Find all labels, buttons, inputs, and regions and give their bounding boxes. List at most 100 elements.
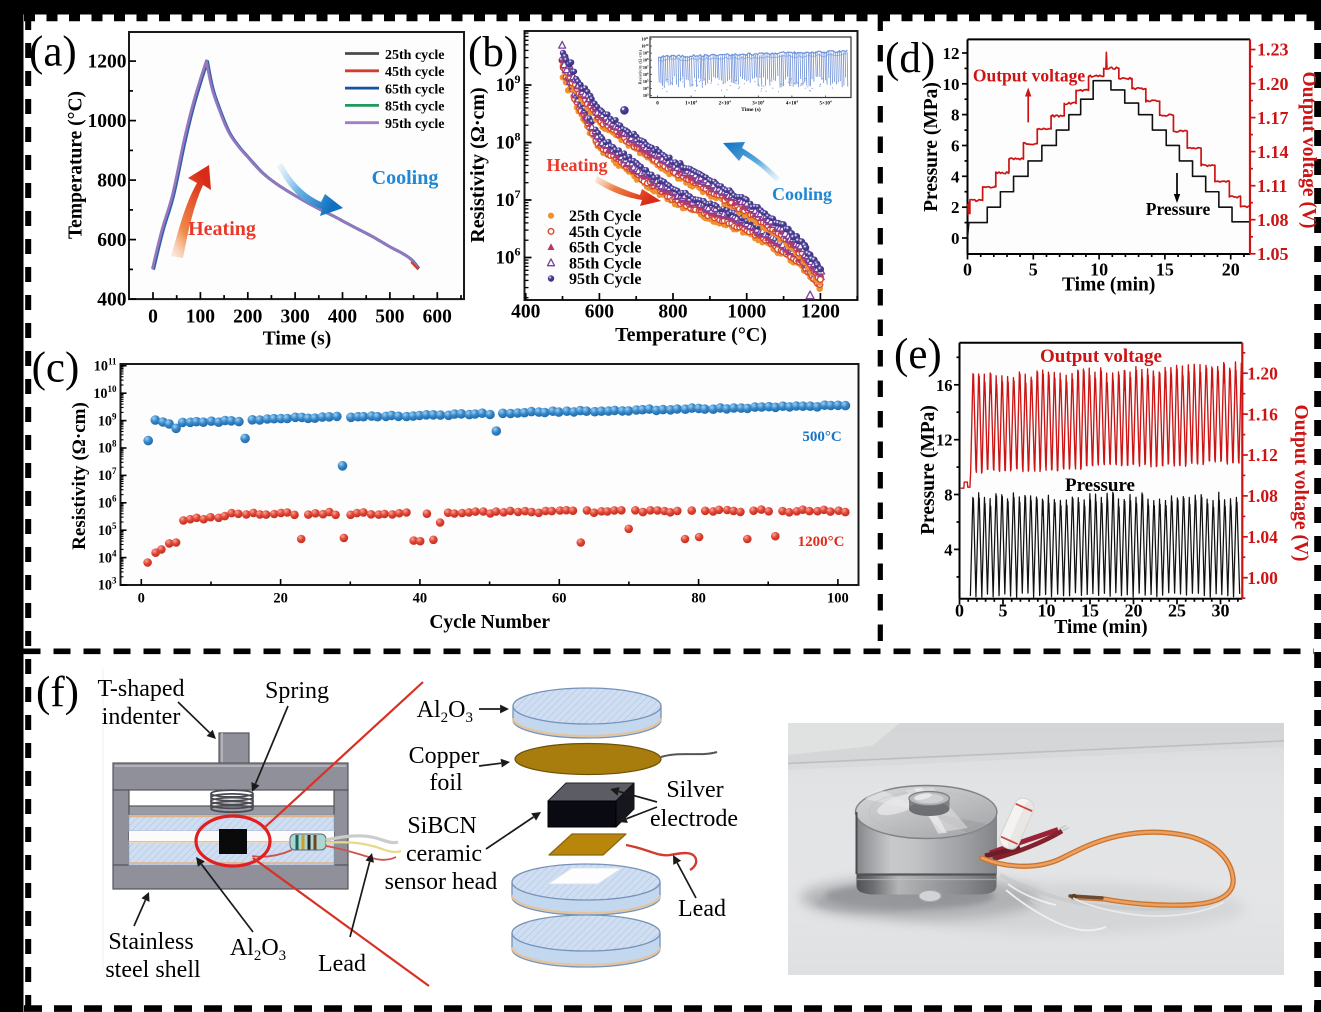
svg-text:1010: 1010 [641,43,649,49]
svg-text:1.12: 1.12 [1247,445,1278,465]
svg-text:800: 800 [658,302,687,323]
svg-text:5: 5 [999,601,1008,621]
svg-text:85th Cycle: 85th Cycle [569,255,641,272]
svg-text:1011: 1011 [641,36,649,42]
svg-text:1.08: 1.08 [1247,486,1278,506]
svg-text:12: 12 [943,44,960,63]
svg-text:1×104: 1×104 [685,100,697,107]
svg-text:10: 10 [1038,601,1056,621]
svg-text:Pressure: Pressure [1065,475,1135,496]
svg-text:Output voltage (V): Output voltage (V) [1290,404,1311,561]
svg-text:Lead: Lead [678,896,726,922]
svg-text:200: 200 [233,307,262,328]
svg-text:600: 600 [585,302,614,323]
svg-text:4: 4 [951,167,960,186]
svg-text:Heating: Heating [547,155,608,175]
svg-text:2: 2 [951,198,960,217]
svg-text:25th Cycle: 25th Cycle [569,208,641,225]
svg-text:800: 800 [97,171,126,192]
svg-text:25: 25 [1168,601,1186,621]
svg-text:2×104: 2×104 [719,100,731,107]
svg-text:Temperature (°C): Temperature (°C) [66,91,87,239]
svg-text:Time (s): Time (s) [263,329,331,350]
svg-text:65th Cycle: 65th Cycle [569,240,641,257]
svg-text:Time (min): Time (min) [1062,275,1155,296]
svg-text:100: 100 [186,307,215,328]
svg-text:(c): (c) [32,345,80,392]
svg-text:Heating: Heating [188,218,256,240]
svg-text:Resistivity (Ω·cm): Resistivity (Ω·cm) [69,402,90,550]
svg-text:indenter: indenter [102,704,181,730]
svg-text:Resistivity (Ω·cm): Resistivity (Ω·cm) [637,50,642,85]
svg-text:T-shaped: T-shaped [97,676,184,702]
svg-text:106: 106 [643,71,649,77]
svg-text:steel shell: steel shell [105,957,201,983]
svg-text:Time (s): Time (s) [741,106,761,113]
svg-text:400: 400 [328,307,357,328]
svg-text:10: 10 [943,75,960,94]
svg-text:0: 0 [148,307,158,328]
svg-text:Resistivity (Ω·cm): Resistivity (Ω·cm) [467,87,489,242]
svg-text:Spring: Spring [265,678,329,704]
svg-text:1.23: 1.23 [1257,40,1289,60]
svg-text:ceramic: ceramic [406,841,482,867]
svg-text:1.20: 1.20 [1247,363,1278,383]
svg-text:1.16: 1.16 [1247,404,1278,424]
svg-text:electrode: electrode [650,806,738,832]
svg-text:65th cycle: 65th cycle [385,82,444,97]
svg-text:Cooling: Cooling [372,167,439,189]
svg-text:16: 16 [936,376,953,395]
svg-text:(e): (e) [894,331,942,378]
svg-text:3×104: 3×104 [752,100,764,107]
svg-text:1.08: 1.08 [1257,210,1289,230]
svg-text:(b): (b) [468,29,518,76]
svg-text:1200: 1200 [88,52,127,73]
svg-text:10: 10 [1090,259,1108,279]
svg-text:Output voltage: Output voltage [1040,346,1162,367]
svg-text:0: 0 [138,591,145,607]
svg-text:300: 300 [280,307,309,328]
svg-text:105: 105 [643,78,649,84]
svg-text:1200: 1200 [801,302,840,323]
svg-text:25th cycle: 25th cycle [385,48,444,63]
svg-text:40: 40 [413,591,428,607]
svg-text:500: 500 [375,307,404,328]
svg-text:85th cycle: 85th cycle [385,100,444,115]
svg-text:20: 20 [273,591,288,607]
svg-text:0: 0 [656,102,659,107]
svg-text:5×104: 5×104 [819,100,831,107]
svg-text:Pressure (MPa): Pressure (MPa) [918,405,939,535]
svg-text:Temperature (°C): Temperature (°C) [615,324,767,346]
svg-text:8: 8 [944,486,952,505]
svg-text:Stainless: Stainless [108,929,193,955]
svg-text:4: 4 [944,540,952,559]
svg-text:1200°C: 1200°C [798,534,845,550]
svg-text:1.14: 1.14 [1257,142,1289,162]
svg-text:109: 109 [643,50,649,56]
svg-text:104: 104 [643,85,649,91]
svg-text:1.20: 1.20 [1257,74,1289,94]
svg-text:0: 0 [951,229,960,248]
svg-text:Cooling: Cooling [772,184,832,204]
svg-text:Pressure: Pressure [1146,199,1211,219]
svg-text:(d): (d) [885,35,935,82]
svg-text:6: 6 [951,137,960,156]
svg-text:(f): (f) [36,669,79,716]
svg-text:103: 103 [643,93,649,99]
svg-text:sensor head: sensor head [385,869,498,895]
svg-text:20: 20 [1222,259,1240,279]
svg-text:80: 80 [691,591,706,607]
svg-text:1000: 1000 [727,302,766,323]
svg-text:Copper: Copper [409,743,480,769]
svg-text:95th Cycle: 95th Cycle [569,271,641,288]
svg-text:95th cycle: 95th cycle [385,117,444,132]
svg-text:400: 400 [511,302,540,323]
svg-text:1.11: 1.11 [1257,176,1288,196]
svg-text:20: 20 [1125,601,1143,621]
svg-text:foil: foil [429,770,463,796]
svg-text:1.00: 1.00 [1247,568,1278,588]
svg-text:60: 60 [552,591,567,607]
svg-text:108: 108 [643,57,649,63]
svg-text:Lead: Lead [318,951,366,977]
svg-text:Silver: Silver [666,777,723,803]
